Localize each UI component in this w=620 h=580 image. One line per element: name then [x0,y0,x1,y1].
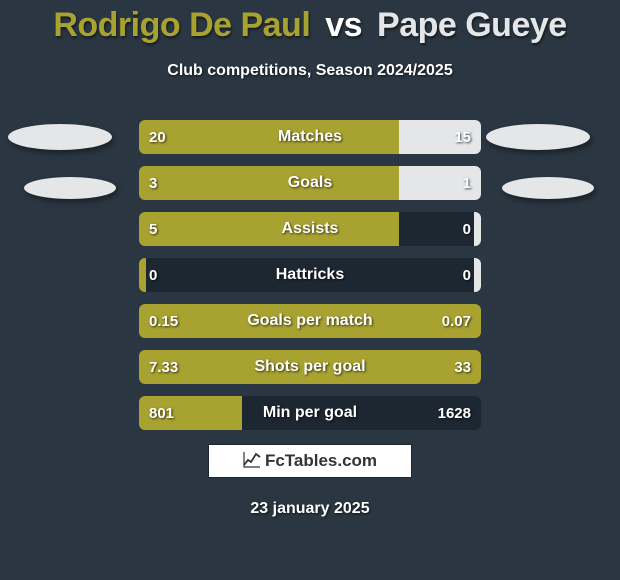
player1-accent-shape [24,177,116,199]
player1-name: Rodrigo De Paul [53,6,310,44]
stat-row: 0.150.07Goals per match [139,304,481,338]
stat-row: 8011628Min per goal [139,396,481,430]
stat-label: Min per goal [139,396,481,430]
stat-label: Matches [139,120,481,154]
stat-row: 50Assists [139,212,481,246]
subtitle: Club competitions, Season 2024/2025 [0,62,620,80]
vs-text: vs [325,6,362,44]
stat-label: Goals [139,166,481,200]
stat-label: Shots per goal [139,350,481,384]
stat-label: Goals per match [139,304,481,338]
player2-name: Pape Gueye [377,6,567,44]
stat-row: 7.3333Shots per goal [139,350,481,384]
stat-row: 2015Matches [139,120,481,154]
title-row: Rodrigo De Paul vs Pape Gueye [0,6,620,45]
stat-label: Assists [139,212,481,246]
comparison-bars: 2015Matches 31Goals 50Assists 00Hattricks 0.… [139,120,481,442]
watermark: FcTables.com [208,444,412,478]
player2-accent-shape [486,124,590,150]
date-text: 23 january 2025 [0,500,620,518]
watermark-text: FcTables.com [265,451,377,471]
comparison-infographic: Rodrigo De Paul vs Pape Gueye Club compe… [0,0,620,580]
chart-up-icon [243,450,261,473]
stat-row: 00Hattricks [139,258,481,292]
stat-row: 31Goals [139,166,481,200]
stat-label: Hattricks [139,258,481,292]
player1-accent-shape [8,124,112,150]
player2-accent-shape [502,177,594,199]
